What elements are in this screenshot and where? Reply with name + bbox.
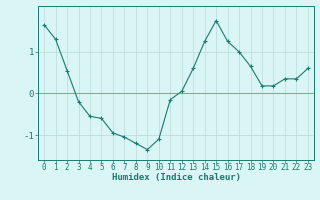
X-axis label: Humidex (Indice chaleur): Humidex (Indice chaleur): [111, 173, 241, 182]
